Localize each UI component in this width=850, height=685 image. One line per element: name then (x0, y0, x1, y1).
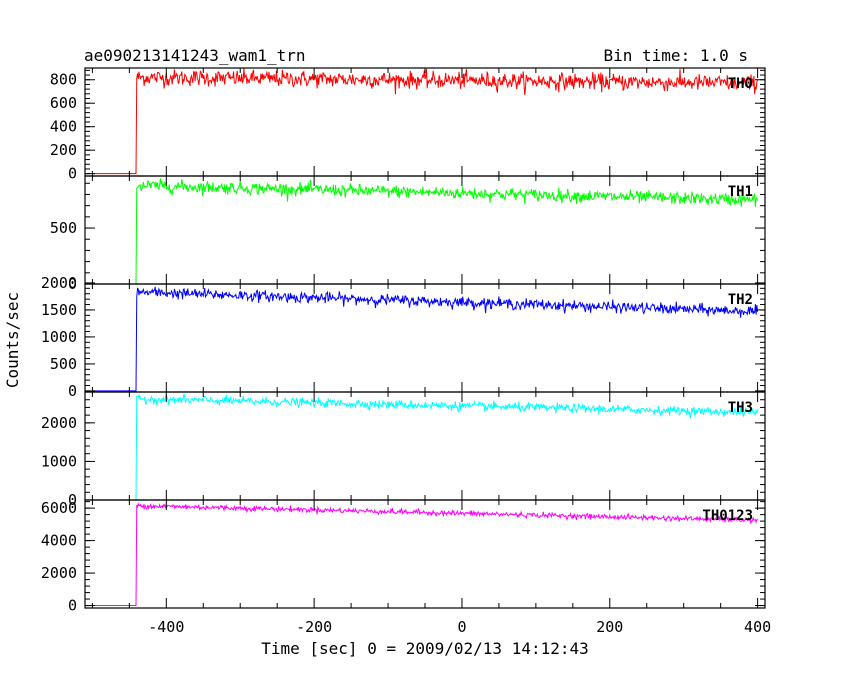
y-tick-label: 400 (50, 118, 77, 136)
y-tick-label: 200 (50, 141, 77, 159)
y-tick-label: 0 (68, 491, 77, 509)
y-tick-label: 0 (68, 165, 77, 183)
panel-th3: 0 1000 2000 TH3 (41, 391, 766, 509)
y-tick-label: 500 (50, 219, 77, 237)
panel-th0: 0 200 400 600 800 TH0 (50, 67, 766, 183)
y-tick-label: 0 (68, 275, 77, 293)
panel-th0123: 0 2000 4000 6000 TH0123 -400 -200 0 200 400 (41, 499, 771, 636)
y-tick-label: 2000 (41, 274, 77, 292)
series-line-th0123 (92, 502, 758, 607)
y-tick-label: 4000 (41, 532, 77, 550)
panel-frame-th0123 (84, 499, 766, 609)
y-tick-label: 2000 (41, 414, 77, 432)
chart-title: ae090213141243_wam1_trn (84, 46, 306, 65)
bin-time-label: Bin time: 1.0 s (604, 46, 749, 65)
y-tick-label: 800 (50, 71, 77, 89)
y-tick-label: 1500 (41, 301, 77, 319)
y-tick-label: 1000 (41, 328, 77, 346)
panel-label-th1: TH1 (728, 184, 753, 200)
x-tick-label: 0 (457, 618, 466, 636)
panel-label-th0123: TH0123 (702, 508, 753, 524)
y-axis-label: Counts/sec (3, 292, 22, 388)
x-tick-label: -400 (148, 618, 184, 636)
y-tick-label: 0 (68, 382, 77, 400)
y-tick-label: 600 (50, 94, 77, 112)
x-axis-label: Time [sec] 0 = 2009/02/13 14:12:43 (261, 639, 589, 658)
y-tick-label: 1000 (41, 452, 77, 470)
y-tick-label: 500 (50, 355, 77, 373)
y-tick-label: 2000 (41, 564, 77, 582)
series-line-th2 (92, 286, 759, 392)
panel-label-th2: TH2 (728, 292, 753, 308)
y-tick-label: 0 (68, 597, 77, 615)
panel-label-th3: TH3 (728, 400, 753, 416)
x-tick-label: 200 (596, 618, 623, 636)
series-line-th1 (92, 178, 759, 285)
series-line-th3 (92, 393, 759, 501)
series-line-th0 (92, 68, 759, 175)
panel-label-th0: TH0 (728, 76, 753, 92)
x-tick-label: 400 (744, 618, 771, 636)
x-tick-label: -200 (296, 618, 332, 636)
y-tick-label: 6000 (41, 499, 77, 517)
panel-th1: 0 500 TH1 (50, 175, 766, 293)
panel-th2: 0 500 1000 1500 2000 TH2 (41, 274, 766, 400)
